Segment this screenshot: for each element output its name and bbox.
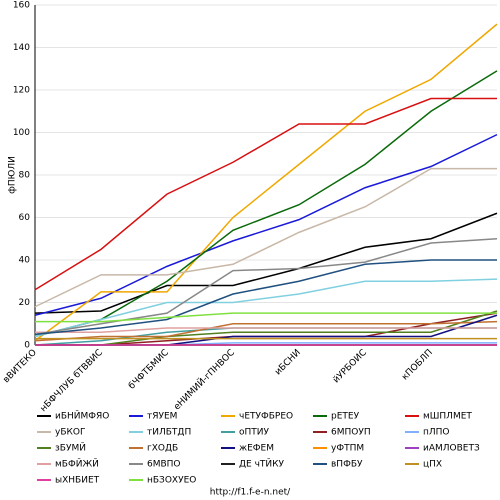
- legend-label: мШПЛМЕТ: [423, 412, 472, 422]
- series-line: [34, 212, 498, 314]
- y-tick-label: 0: [24, 341, 30, 351]
- legend-label: нБЗОХУЕО: [147, 476, 196, 486]
- x-tick-label: иБСНИ: [273, 348, 303, 378]
- series-line: [34, 167, 497, 308]
- series-line: [34, 23, 498, 342]
- x-tick-label: кПОБЛП: [400, 348, 435, 383]
- x-tick-label: еНИМИЙ-гПНВОС: [171, 346, 237, 412]
- y-tick-label: 160: [13, 1, 30, 11]
- legend-label: 6МВПО: [147, 460, 181, 470]
- series-line: [34, 278, 498, 338]
- series-line: [35, 327, 497, 333]
- legend-label: иБНЙМФЯО: [55, 410, 109, 422]
- legend-label: пЛПО: [423, 428, 450, 438]
- legend-label: тИЛБТДП: [147, 428, 191, 438]
- y-tick-label: 120: [13, 86, 30, 96]
- legend-label: уФТПМ: [331, 444, 364, 454]
- legend-label: вПФБУ: [331, 460, 363, 470]
- legend-label: уБКОГ: [55, 428, 85, 438]
- y-tick-label: 80: [19, 171, 31, 181]
- series-line: [34, 70, 498, 338]
- legend-label: мБФЙЖЙ: [55, 458, 99, 470]
- legend-label: ДЕ чТЙКУ: [239, 458, 285, 470]
- series-line: [35, 312, 497, 323]
- legend-label: рЕТЕУ: [331, 412, 360, 422]
- y-axis-label: фПЮЛИ: [8, 156, 18, 194]
- series-line: [35, 310, 498, 346]
- series-line: [34, 320, 498, 342]
- series-line: [34, 133, 498, 316]
- y-tick-label: 140: [13, 43, 30, 53]
- legend-label: зБУМЙ: [55, 442, 86, 454]
- legend-label: ыХНБИЕТ: [55, 476, 100, 486]
- x-tick-label: нБФЧЛУБ бТВВИС: [39, 348, 105, 414]
- series-line: [34, 259, 497, 336]
- series-line: [34, 238, 498, 336]
- legend-label: 6МПОУП: [331, 428, 371, 438]
- legend-label: цПХ: [423, 460, 442, 470]
- footer: http://f1.f-e-n.net/: [210, 488, 291, 498]
- y-tick-label: 60: [19, 213, 31, 223]
- y-tick-label: 20: [19, 298, 31, 308]
- x-tick-label: бЧФТБМИС: [127, 348, 171, 392]
- legend-label: чЕТУФБРЕО: [239, 412, 293, 422]
- x-tick-label: йУРБОИС: [331, 348, 369, 386]
- series-line: [34, 97, 497, 291]
- x-tick-label: вВИТЕКО: [2, 348, 39, 385]
- legend-label: тЯУЕМ: [147, 412, 177, 422]
- legend-label: гХОДБ: [147, 444, 178, 454]
- y-tick-label: 40: [19, 256, 31, 266]
- legend-label: иАМЛОВЕТЗ: [423, 444, 480, 454]
- legend-label: оПТИУ: [239, 428, 270, 438]
- legend-label: жЕФЕМ: [239, 444, 274, 454]
- y-tick-label: 100: [13, 128, 30, 138]
